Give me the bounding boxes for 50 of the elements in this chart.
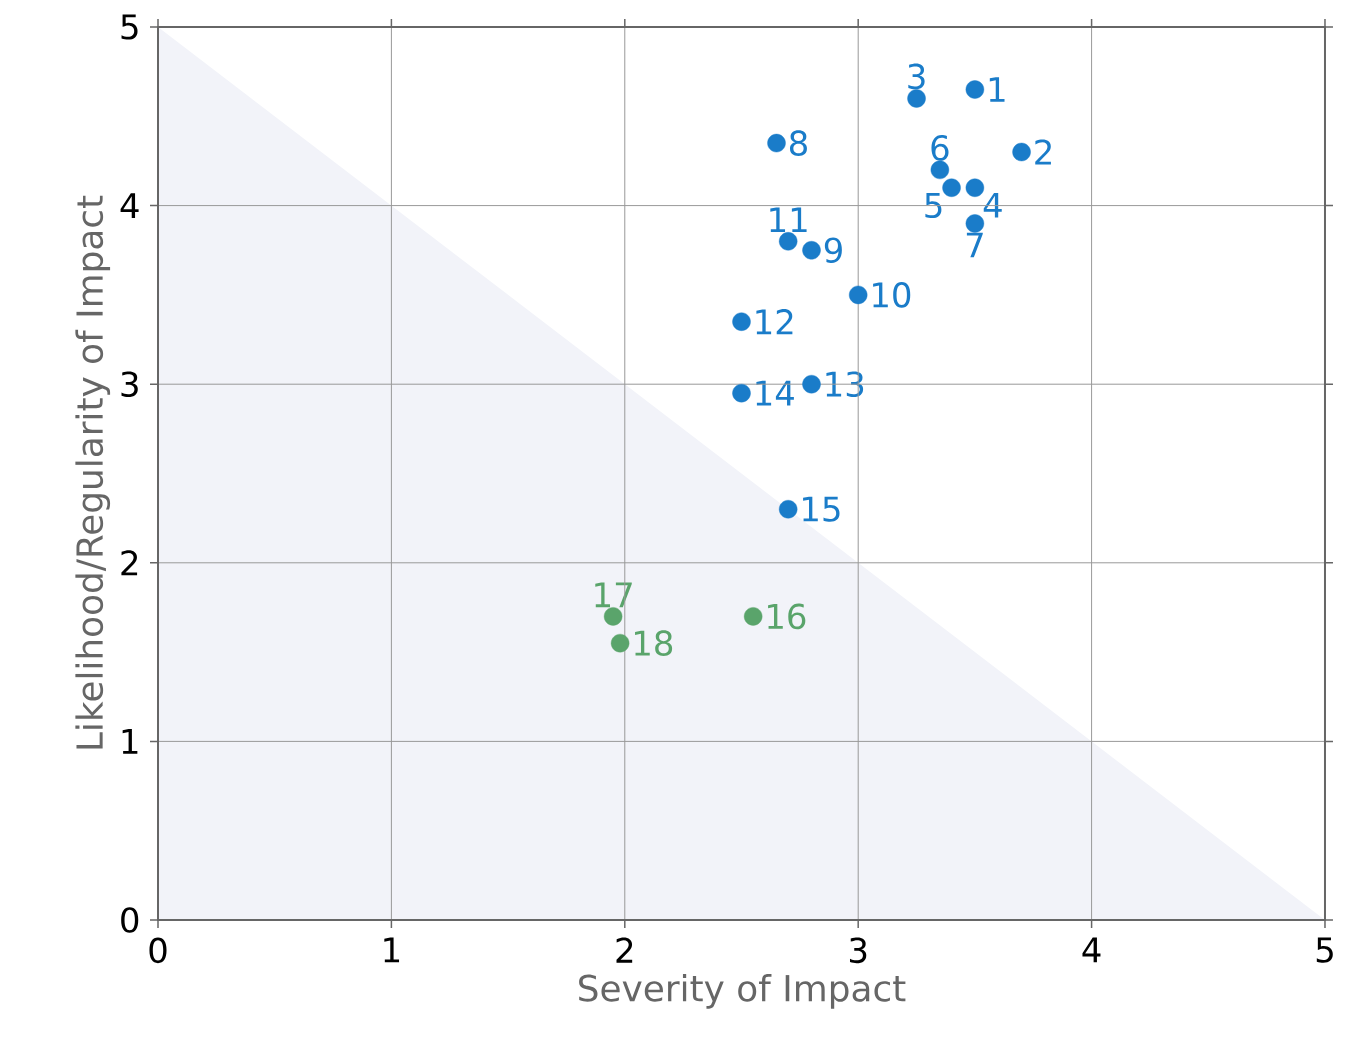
point	[778, 500, 798, 519]
annotation: 15	[803, 496, 840, 522]
annotation: 17	[595, 582, 632, 608]
y-tick-label: 3	[121, 371, 138, 398]
point	[767, 133, 786, 153]
point	[965, 80, 985, 99]
y-axis-title: Likelihood/Regularity of Impact	[75, 195, 111, 749]
annotation: 6	[931, 135, 949, 161]
y-tick-label: 2	[121, 550, 138, 576]
x-tick-label: 2	[616, 937, 633, 963]
x-tick-label: 5	[1316, 937, 1333, 963]
annotation: 18	[635, 630, 673, 656]
annotation: 10	[873, 282, 911, 308]
point	[942, 178, 961, 197]
point	[965, 178, 985, 197]
annotation: 13	[826, 371, 864, 398]
annotation: 12	[756, 309, 793, 335]
annotation: 5	[925, 192, 942, 219]
x-tick-label: 1	[384, 937, 400, 963]
annotation: 1	[989, 77, 1005, 102]
annotation: 7	[966, 232, 983, 258]
annotation: 2	[1035, 139, 1051, 165]
annotation: 9	[824, 237, 842, 264]
point	[610, 633, 630, 653]
x-tick-label: 3	[849, 937, 867, 964]
point	[1012, 142, 1031, 162]
y-tick-label: 0	[121, 907, 139, 933]
point	[907, 89, 926, 108]
y-tick-label: 4	[120, 193, 139, 218]
y-tick-label: 1	[122, 729, 138, 754]
annotation: 14	[756, 380, 794, 406]
annotation: 4	[983, 192, 1002, 218]
point	[603, 607, 623, 626]
x-axis-title: Severity of Impact	[579, 973, 906, 1009]
annotation: 11	[770, 207, 807, 233]
point	[778, 232, 798, 251]
point	[743, 607, 763, 626]
point	[848, 285, 868, 305]
annotation: 8	[790, 130, 807, 156]
point	[930, 160, 950, 180]
point	[802, 241, 821, 260]
x-tick-label: 0	[149, 937, 167, 964]
annotation: 16	[768, 603, 806, 630]
point	[732, 312, 751, 331]
point	[965, 214, 985, 233]
y-tick-label: 5	[121, 14, 138, 40]
point	[732, 383, 751, 403]
x-tick-label: 4	[1082, 937, 1101, 963]
annotation: 3	[908, 63, 925, 90]
point	[802, 374, 821, 394]
